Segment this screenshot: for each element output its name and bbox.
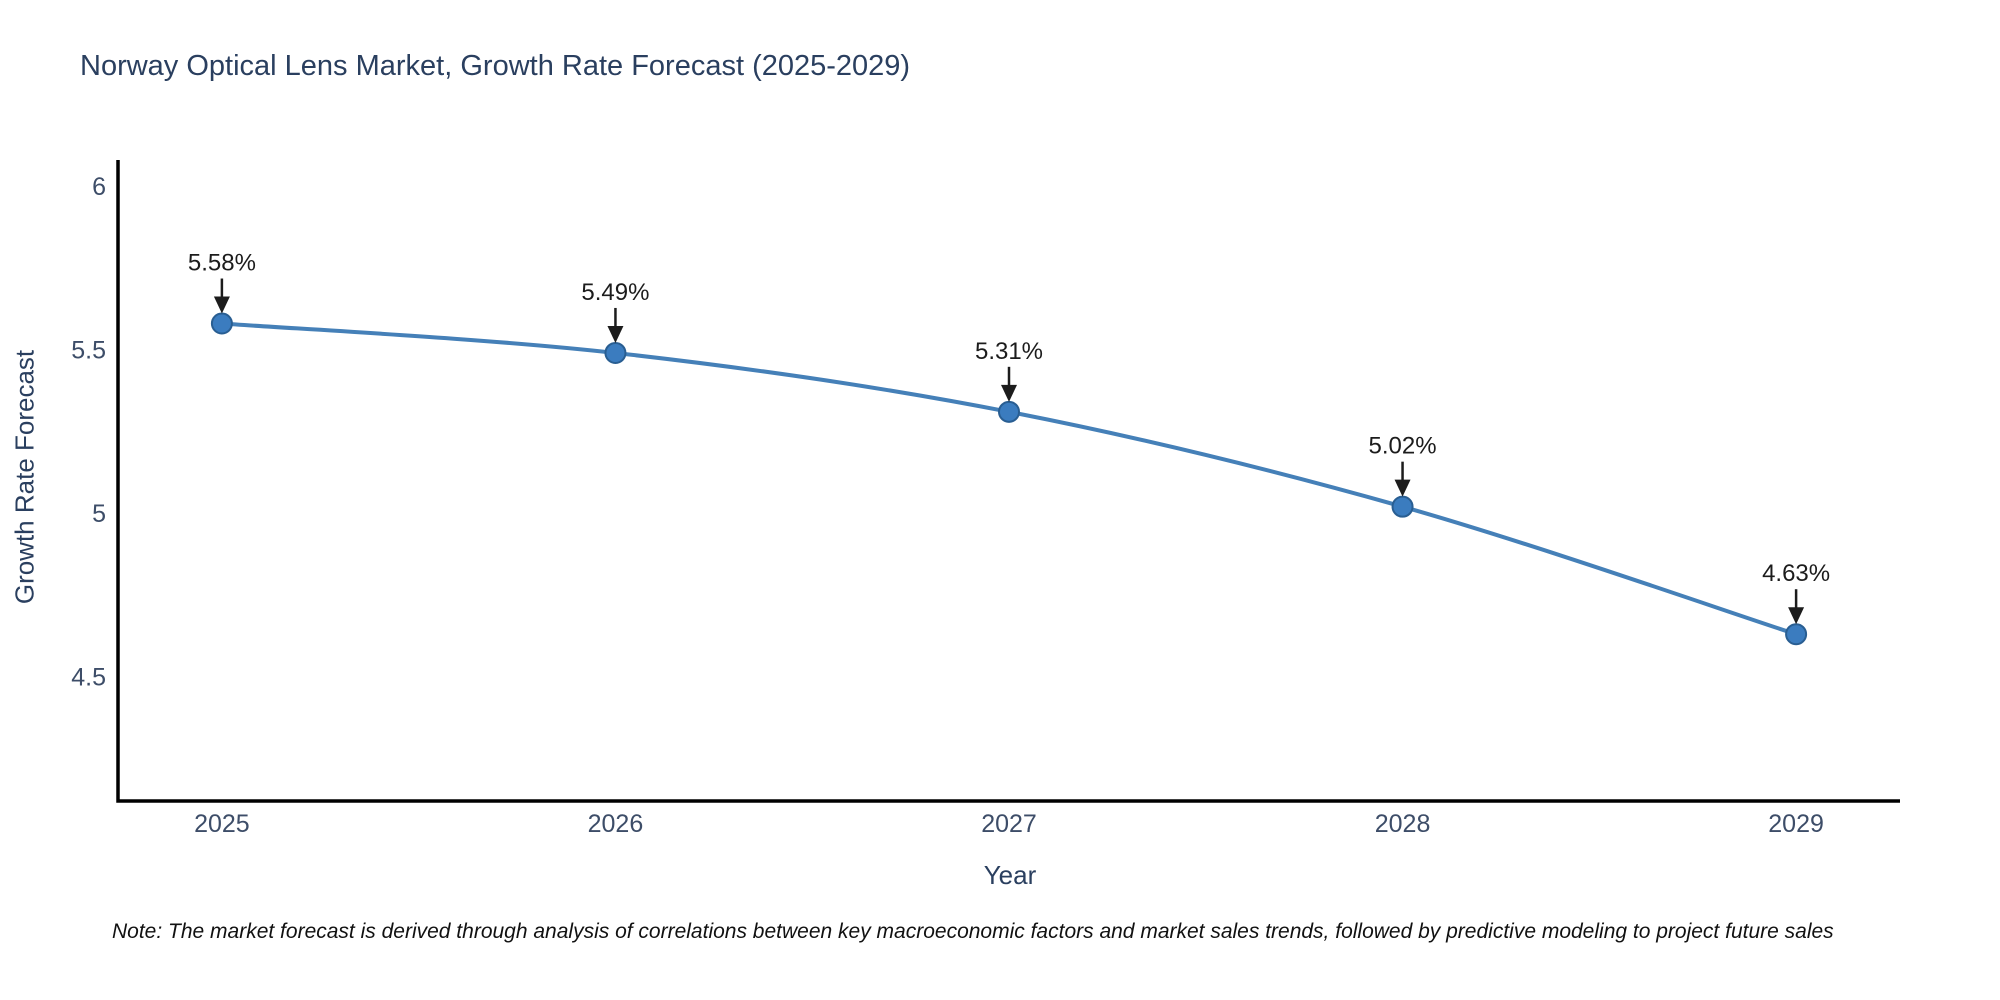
point-annotation-label: 5.58% (188, 250, 256, 277)
point-annotation-label: 5.02% (1369, 433, 1437, 460)
annotation-arrowhead (607, 325, 624, 343)
y-tick-label: 4.5 (71, 664, 106, 692)
chart-title: Norway Optical Lens Market, Growth Rate … (80, 50, 911, 82)
data-point-marker (604, 341, 627, 364)
annotation-arrowhead (213, 296, 230, 314)
annotation-arrowhead (1394, 479, 1411, 497)
axis-spines (116, 160, 1900, 803)
x-tick-label: 2028 (1375, 810, 1431, 838)
data-point-marker (1391, 495, 1414, 518)
x-tick-label: 2029 (1768, 810, 1824, 838)
point-annotation-label: 5.31% (975, 338, 1043, 365)
annotation-arrowhead (1788, 607, 1805, 625)
x-axis-title: Year (983, 860, 1037, 890)
annotation-arrowhead (1001, 384, 1017, 402)
data-point-marker (210, 312, 233, 335)
y-tick-label: 5.5 (71, 337, 106, 365)
data-point-marker (998, 400, 1020, 423)
y-tick-label: 6 (92, 173, 106, 201)
chart-footnote: Note: The market forecast is derived thr… (112, 920, 1834, 943)
x-tick-label: 2027 (981, 810, 1037, 838)
y-tick-label: 5 (92, 500, 106, 528)
data-point-marker (1785, 623, 1808, 646)
x-tick-label: 2026 (588, 810, 644, 838)
x-tick-label: 2025 (194, 810, 250, 838)
point-annotation-label: 4.63% (1762, 560, 1830, 587)
point-annotation-label: 5.49% (581, 279, 649, 306)
